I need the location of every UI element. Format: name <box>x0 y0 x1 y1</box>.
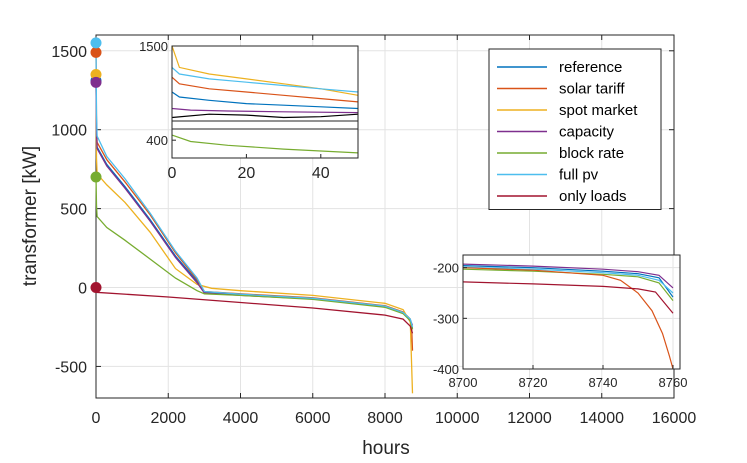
inset-start-line-block-rate <box>171 134 359 154</box>
y-tick-label: -500 <box>55 359 87 376</box>
start-marker-full-pv <box>90 37 102 49</box>
inset-end: 8700 8720 8740 8760 -200 -300 -400 <box>433 254 688 390</box>
inset-end-frame <box>462 254 681 370</box>
inset-start: 0 20 40 400 1500 <box>139 39 359 182</box>
inset-start-y-tick-label: 400 <box>146 133 168 148</box>
x-tick-label: 16000 <box>652 410 697 427</box>
x-tick-label: 6000 <box>295 410 331 427</box>
y-tick-label: 0 <box>78 281 87 298</box>
x-tick-label: 0 <box>92 410 101 427</box>
axis-break <box>171 121 359 129</box>
x-tick-label: 12000 <box>507 410 552 427</box>
inset-end-x-tick-label: 8720 <box>519 375 548 390</box>
inset-start-line-capacity <box>171 107 359 114</box>
y-axis-label: transformer [kW] <box>20 146 41 286</box>
legend-label-capacity: capacity <box>559 124 615 141</box>
legend-label-only-loads: only loads <box>559 188 627 205</box>
inset-start-line-reference <box>171 91 359 110</box>
inset-end-line-capacity <box>462 263 674 289</box>
series-line-only-loads <box>95 291 414 334</box>
y-tick-label: 1000 <box>51 123 87 140</box>
inset-start-x-tick-label: 0 <box>168 165 177 182</box>
x-tick-label: 4000 <box>223 410 259 427</box>
inset-start-line-full-pv <box>171 66 359 93</box>
inset-end-line-reference <box>462 265 674 298</box>
inset-end-line-only-loads <box>462 281 674 314</box>
start-marker-solar-tariff <box>90 46 102 58</box>
x-axis-label: hours <box>362 438 410 459</box>
inset-start-background <box>172 46 358 158</box>
inset-start-line-only-loads <box>171 113 359 119</box>
x-tick-label: 10000 <box>435 410 480 427</box>
start-marker-spot-market <box>90 68 102 80</box>
inset-end-x-tick-label: 8740 <box>589 375 618 390</box>
x-tick-label: 2000 <box>150 410 186 427</box>
inset-start-line-solar-tariff <box>171 76 359 103</box>
inset-start-y-tick-label: 1500 <box>139 39 168 54</box>
legend-label-solar-tariff: solar tariff <box>559 81 625 98</box>
inset-end-line-solar-tariff <box>462 267 674 370</box>
series-line-full-pv <box>95 42 414 328</box>
inset-start-frame <box>171 45 359 159</box>
inset-end-x-tick-label: 8700 <box>449 375 478 390</box>
y-tick-label: 1500 <box>51 44 87 61</box>
inset-end-line-block-rate <box>462 268 674 301</box>
inset-end-x-tick-label: 8760 <box>659 375 688 390</box>
inset-end-line-full-pv <box>462 266 674 294</box>
x-tick-label: 8000 <box>367 410 403 427</box>
start-marker-only-loads <box>90 282 102 294</box>
x-tick-labels: 0 2000 4000 6000 8000 10000 12000 14000 16000 <box>92 410 697 427</box>
inset-end-background <box>463 255 680 369</box>
y-tick-labels: -500 0 500 1000 1500 <box>51 44 87 377</box>
start-markers <box>90 37 102 294</box>
legend-label-spot-market: spot market <box>559 102 638 119</box>
inset-start-x-tick-label: 40 <box>312 165 330 182</box>
inset-end-y-tick-label: -300 <box>433 311 459 326</box>
inset-end-y-tick-label: -200 <box>433 261 459 276</box>
y-tick-label: 500 <box>60 202 87 219</box>
legend-label-block-rate: block rate <box>559 145 624 162</box>
legend-label-full-pv: full pv <box>559 167 599 184</box>
legend: reference solar tariff spot market capacity… <box>488 48 662 210</box>
legend-label-reference: reference <box>559 59 622 76</box>
main-plot-frame <box>95 34 675 399</box>
x-tick-label: 14000 <box>580 410 625 427</box>
start-marker-block-rate <box>90 171 102 183</box>
inset-start-grid <box>171 120 359 130</box>
inset-start-x-tick-label: 20 <box>238 165 256 182</box>
main-series <box>95 42 414 394</box>
start-marker-capacity <box>90 76 102 88</box>
legend-box <box>488 48 662 210</box>
series-line-block-rate <box>95 176 414 330</box>
inset-end-y-tick-label: -400 <box>433 362 459 377</box>
